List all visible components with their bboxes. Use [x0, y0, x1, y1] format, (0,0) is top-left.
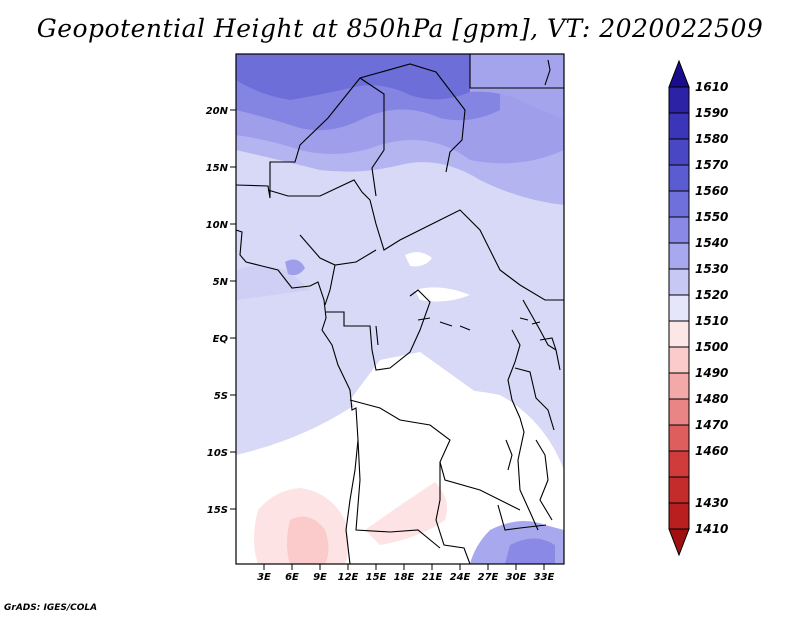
colorbar-label: 1550 — [695, 210, 728, 224]
colorbar-swatch — [668, 294, 690, 322]
colorbar-label: 1490 — [695, 366, 728, 380]
colorbar-label: 1540 — [695, 236, 728, 250]
lat-tick-label: 20N — [206, 106, 229, 117]
colorbar-label: 1480 — [695, 392, 728, 406]
lon-axis: 3E 6E 9E 12E 15E 18E 21E 24E 27E 30E 33E — [257, 564, 555, 583]
colorbar-label: 1470 — [695, 418, 728, 432]
lat-tick-label: 10N — [206, 220, 229, 231]
boundary-lines — [236, 54, 564, 564]
lat-tick-label: 15N — [206, 163, 229, 174]
lon-tick-label: 15E — [366, 572, 387, 583]
colorbar-swatch — [668, 346, 690, 374]
lon-tick-label: 18E — [394, 572, 415, 583]
colorbar-label: 1500 — [695, 340, 728, 354]
colorbar-swatch — [668, 112, 690, 140]
lat-tick-label: 5N — [213, 277, 229, 288]
colorbar-label: 1560 — [695, 184, 728, 198]
lon-tick-label: 12E — [338, 572, 359, 583]
colorbar-label: 1410 — [695, 522, 728, 536]
lon-tick-label: 6E — [285, 572, 299, 583]
colorbar-swatch — [668, 216, 690, 244]
height-field — [236, 54, 564, 564]
colorbar-swatch — [668, 138, 690, 166]
lat-axis: 20N 15N 10N 5N EQ 5S 10S 15S — [206, 106, 236, 516]
colorbar-swatch — [668, 164, 690, 192]
colorbar-label: 1530 — [695, 262, 728, 276]
colorbar-swatch — [668, 372, 690, 400]
colorbar-label: 1590 — [695, 106, 728, 120]
colorbar-label: 1610 — [695, 80, 728, 94]
colorbar-swatch — [668, 450, 690, 478]
colorbar-label: 1580 — [695, 132, 728, 146]
colorbar-swatch — [668, 398, 690, 426]
colorbar-swatch — [668, 476, 690, 504]
colorbar-swatch — [668, 268, 690, 296]
colorbar-label: 1430 — [695, 496, 728, 510]
colorbar-label: 1520 — [695, 288, 728, 302]
colorbar-label: 1510 — [695, 314, 728, 328]
lon-tick-label: 3E — [257, 572, 271, 583]
colorbar-swatch — [668, 424, 690, 452]
colorbar-bottom-arrow — [668, 528, 690, 557]
colorbar-swatch — [668, 86, 690, 114]
colorbar-label: 1460 — [695, 444, 728, 458]
colorbar: 1610 1590 1580 1570 1560 1550 1540 1530 … — [668, 59, 728, 557]
lon-tick-label: 9E — [313, 572, 327, 583]
grads-credit: GrADS: IGES/COLA — [4, 603, 98, 613]
colorbar-top-arrow — [668, 59, 690, 88]
lon-tick-label: 30E — [506, 572, 527, 583]
lon-tick-label: 33E — [534, 572, 555, 583]
map-title: Geopotential Height at 850hPa [gpm], VT:… — [36, 14, 764, 43]
lat-tick-label: EQ — [213, 334, 229, 345]
map-frame — [235, 53, 565, 565]
lon-tick-label: 24E — [450, 572, 471, 583]
colorbar-swatch — [668, 502, 690, 530]
lat-tick-label: 5S — [214, 391, 228, 402]
colorbar-swatch — [668, 242, 690, 270]
colorbar-label: 1570 — [695, 158, 728, 172]
lon-tick-label: 27E — [478, 572, 499, 583]
colorbar-swatch — [668, 320, 690, 348]
lat-tick-label: 15S — [207, 505, 228, 516]
lon-tick-label: 21E — [422, 572, 443, 583]
colorbar-swatch — [668, 190, 690, 218]
lat-tick-label: 10S — [207, 448, 228, 459]
